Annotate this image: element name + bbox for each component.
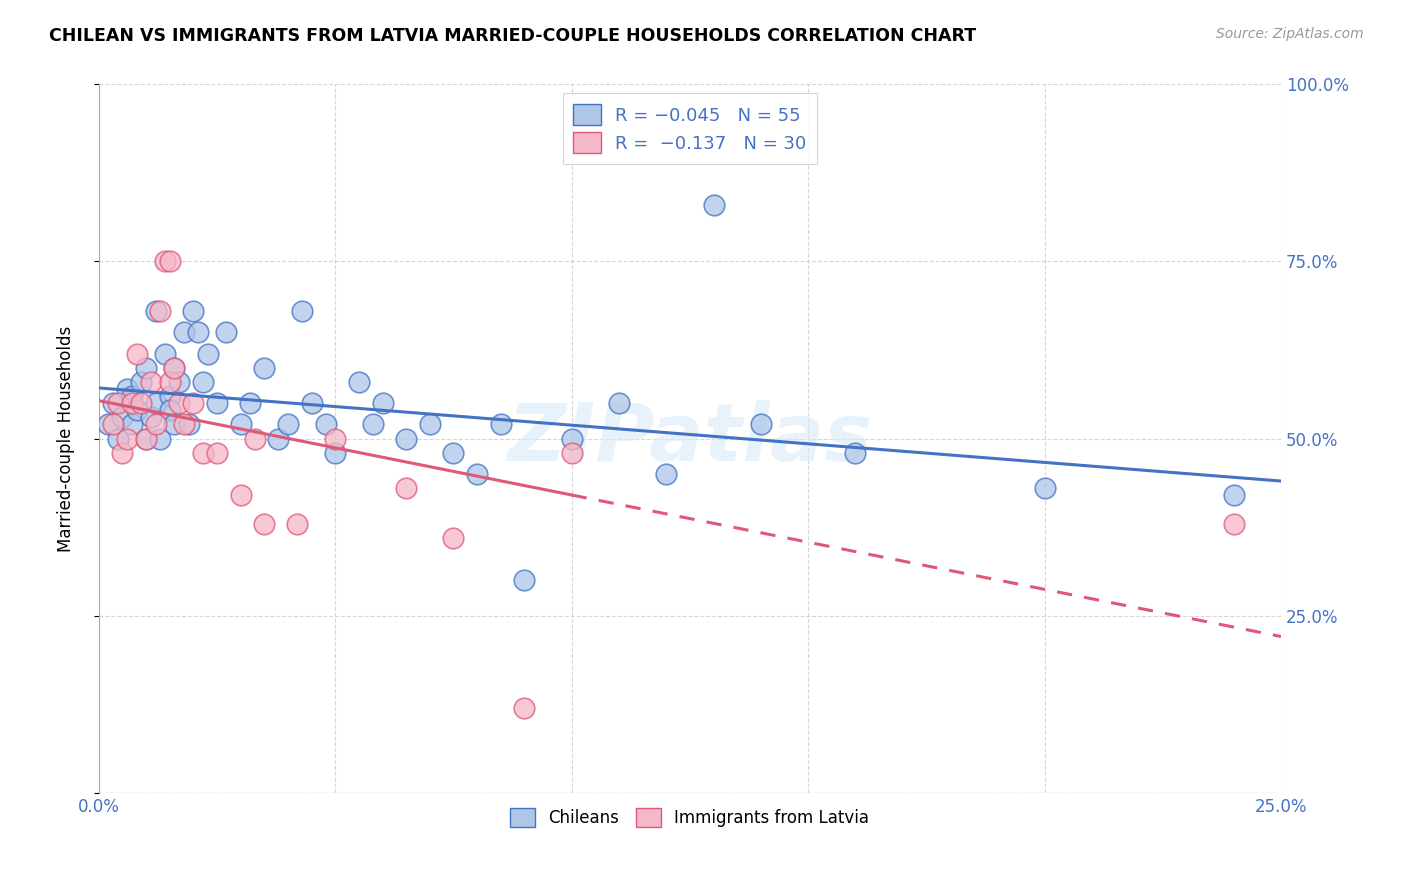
Point [371, 396, 394, 410]
Point [513, 700, 536, 714]
Point [315, 417, 337, 432]
Point [121, 396, 143, 410]
Point [844, 446, 866, 460]
Point [101, 396, 124, 410]
Point [607, 396, 630, 410]
Point [115, 432, 138, 446]
Point [239, 396, 262, 410]
Point [191, 375, 214, 389]
Point [323, 446, 346, 460]
Point [135, 432, 157, 446]
Point [287, 516, 309, 531]
Point [267, 432, 290, 446]
Point [347, 375, 370, 389]
Point [177, 417, 200, 432]
Point [749, 417, 772, 432]
Point [395, 432, 418, 446]
Text: Source: ZipAtlas.com: Source: ZipAtlas.com [1216, 27, 1364, 41]
Point [513, 573, 536, 587]
Point [253, 360, 276, 375]
Point [187, 326, 209, 340]
Point [97, 417, 120, 432]
Point [323, 432, 346, 446]
Point [125, 346, 148, 360]
Point [163, 360, 186, 375]
Point [277, 417, 299, 432]
Point [135, 432, 157, 446]
Point [159, 375, 181, 389]
Point [489, 417, 512, 432]
Point [253, 516, 276, 531]
Point [163, 417, 186, 432]
Point [395, 481, 418, 495]
Point [655, 467, 678, 481]
Legend: Chileans, Immigrants from Latvia: Chileans, Immigrants from Latvia [503, 801, 876, 834]
Point [229, 417, 252, 432]
Point [135, 360, 157, 375]
Point [153, 254, 176, 268]
Point [115, 382, 138, 396]
Point [1033, 481, 1056, 495]
Point [149, 432, 172, 446]
Text: CHILEAN VS IMMIGRANTS FROM LATVIA MARRIED-COUPLE HOUSEHOLDS CORRELATION CHART: CHILEAN VS IMMIGRANTS FROM LATVIA MARRIE… [49, 27, 976, 45]
Point [167, 375, 190, 389]
Point [101, 417, 124, 432]
Point [153, 346, 176, 360]
Point [702, 198, 724, 212]
Point [173, 326, 195, 340]
Point [159, 389, 181, 403]
Point [145, 396, 167, 410]
Point [301, 396, 323, 410]
Point [145, 417, 167, 432]
Point [205, 396, 228, 410]
Point [291, 304, 314, 318]
Point [131, 375, 153, 389]
Point [215, 326, 238, 340]
Text: ZIPatlas: ZIPatlas [508, 400, 872, 477]
Point [111, 446, 134, 460]
Point [243, 432, 266, 446]
Point [159, 403, 181, 417]
Point [111, 410, 134, 425]
Point [139, 410, 162, 425]
Point [191, 446, 214, 460]
Point [419, 417, 441, 432]
Point [139, 375, 162, 389]
Point [443, 446, 465, 460]
Point [125, 403, 148, 417]
Point [107, 396, 129, 410]
Point [561, 432, 583, 446]
Point [229, 488, 252, 502]
Point [443, 531, 465, 545]
Point [197, 346, 219, 360]
Y-axis label: Married-couple Households: Married-couple Households [58, 326, 75, 551]
Point [131, 396, 153, 410]
Point [149, 304, 172, 318]
Point [107, 432, 129, 446]
Point [121, 417, 143, 432]
Point [361, 417, 384, 432]
Point [1222, 488, 1244, 502]
Point [183, 396, 205, 410]
Point [163, 360, 186, 375]
Point [145, 304, 167, 318]
Point [561, 446, 583, 460]
Point [121, 389, 143, 403]
Point [159, 254, 181, 268]
Point [465, 467, 488, 481]
Point [173, 417, 195, 432]
Point [167, 396, 190, 410]
Point [183, 304, 205, 318]
Point [1222, 516, 1244, 531]
Point [205, 446, 228, 460]
